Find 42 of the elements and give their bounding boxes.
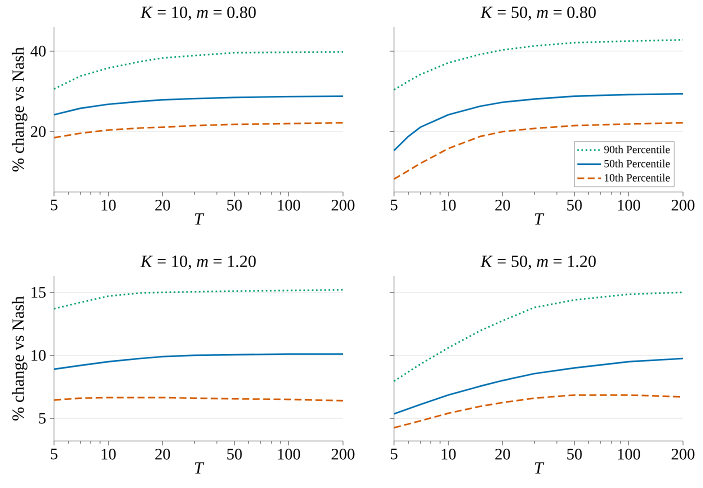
x-tick-label: 10 [102, 200, 116, 211]
x-tick-label: 50 [227, 200, 242, 211]
x-tick-label: 20 [495, 200, 510, 211]
y-tick-label: 5 [39, 413, 46, 424]
x-tick-label: 20 [495, 448, 510, 460]
chart-title: K = 10, m = 0.80 [140, 6, 256, 20]
chart-title: K = 50, m = 0.80 [480, 6, 596, 20]
x-tick-label: 50 [567, 200, 582, 211]
x-tick-label: 200 [332, 200, 354, 211]
x-tick-label: 100 [618, 448, 640, 460]
x-tick-label: 20 [155, 448, 170, 460]
x-tick-label: 20 [155, 200, 170, 211]
legend-label: 50th Percentile [604, 160, 670, 168]
legend-label: 10th Percentile [604, 174, 670, 182]
x-tick-label: 200 [672, 448, 694, 460]
legend-label: 90th Percentile [604, 146, 670, 154]
x-tick-label: 50 [567, 448, 582, 460]
x-tick-label: 50 [227, 448, 242, 460]
y-tick-label: 20 [30, 126, 46, 138]
x-axis-title: T [534, 462, 544, 474]
x-tick-label: 100 [618, 200, 640, 211]
y-tick-label: 40 [30, 46, 46, 57]
x-axis-title: T [194, 462, 204, 474]
x-tick-label: 100 [278, 200, 300, 211]
x-tick-label: 5 [390, 200, 398, 210]
chart-title: K = 10, m = 1.20 [140, 256, 256, 270]
x-tick-label: 100 [278, 448, 300, 460]
x-tick-label: 5 [50, 200, 58, 210]
x-tick-label: 10 [442, 200, 456, 211]
y-tick-label: 15 [32, 287, 46, 298]
x-tick-label: 200 [672, 200, 694, 211]
x-tick-label: 10 [442, 448, 456, 460]
y-tick-label: 10 [32, 350, 46, 361]
x-tick-label: 5 [390, 448, 398, 460]
x-tick-label: 5 [50, 448, 58, 460]
chart-title: K = 50, m = 1.20 [480, 256, 596, 270]
x-tick-label: 200 [332, 448, 354, 460]
x-tick-label: 10 [102, 448, 116, 460]
y-axis-title: % change vs Nash [12, 296, 28, 420]
y-axis-title: % change vs Nash [12, 47, 28, 172]
x-axis-title: T [194, 213, 204, 225]
x-axis-title: T [534, 213, 544, 225]
